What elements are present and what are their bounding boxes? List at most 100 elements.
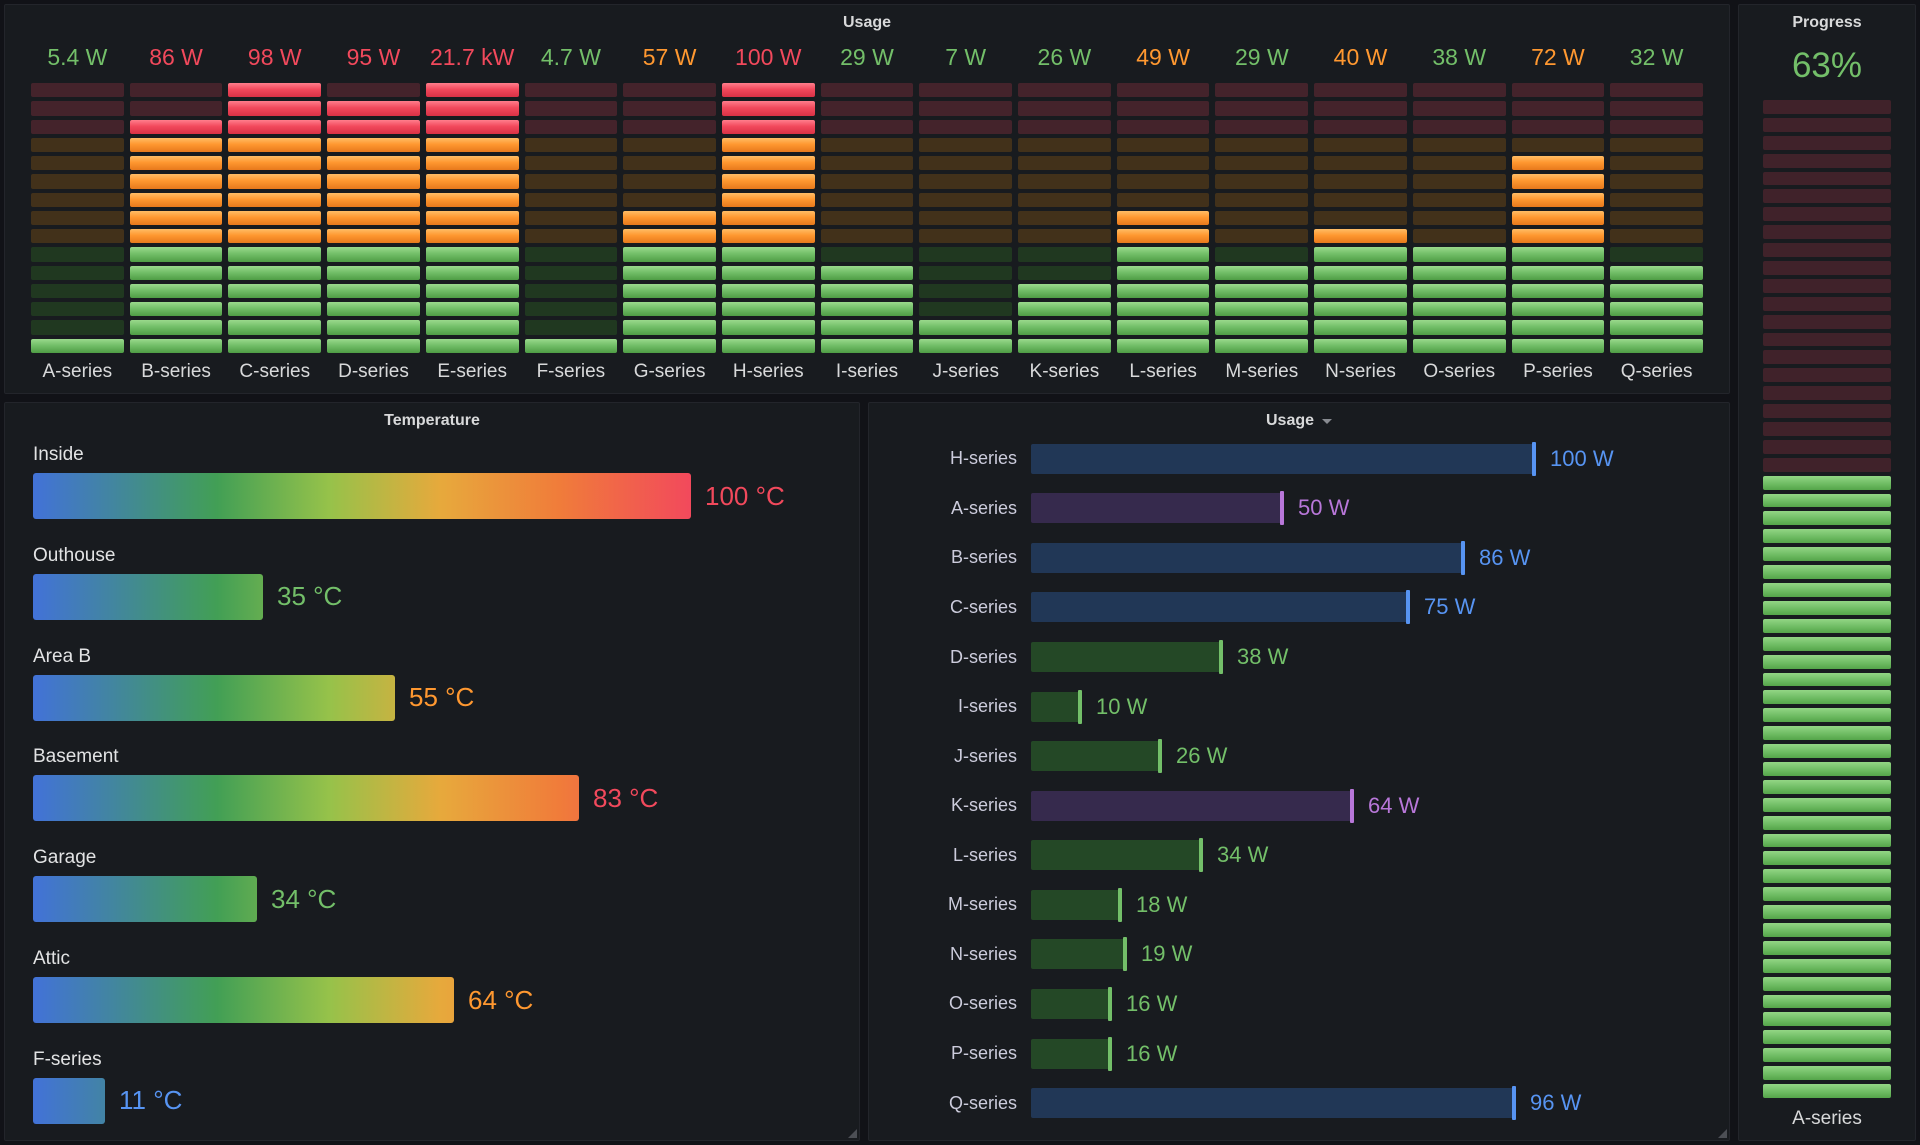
led-segment bbox=[1018, 137, 1111, 153]
gauge-label-C-series: C-series bbox=[239, 361, 311, 382]
top-usage-stacks bbox=[5, 83, 1729, 353]
led-gauge-E-series bbox=[425, 83, 519, 353]
panel-title-usage-led[interactable]: Usage bbox=[5, 5, 1729, 32]
led-segment bbox=[919, 265, 1013, 280]
usage-bar bbox=[1031, 788, 1354, 823]
led-segment bbox=[1763, 350, 1891, 365]
temperature-bar bbox=[33, 573, 263, 620]
panel-title-usage-horizontal[interactable]: Usage bbox=[869, 403, 1729, 430]
usage-row: I-series 10 W bbox=[869, 689, 1709, 724]
led-segment bbox=[425, 210, 519, 226]
led-segment bbox=[129, 156, 223, 171]
led-segment bbox=[1763, 922, 1891, 937]
temperature-row: Basement 83 °C bbox=[33, 746, 831, 822]
led-segment bbox=[919, 320, 1013, 335]
led-segment bbox=[623, 302, 716, 317]
usage-rows: H-series 100 W A-series 50 W B-series 86 W C-s… bbox=[869, 430, 1729, 1140]
led-segment bbox=[721, 137, 815, 153]
usage-row: D-series 38 W bbox=[869, 640, 1709, 675]
led-segment bbox=[1763, 225, 1891, 240]
gauge-label-O-series: O-series bbox=[1423, 361, 1496, 382]
panel-progress: Progress 63% A-series bbox=[1738, 4, 1916, 1141]
gauge-value-A-series: 5.4 W bbox=[47, 44, 108, 70]
led-segment bbox=[524, 210, 618, 226]
panel-resize-handle[interactable] bbox=[848, 1129, 857, 1138]
led-segment bbox=[1763, 565, 1891, 580]
led-segment bbox=[1511, 283, 1605, 299]
usage-row-label: N-series bbox=[949, 943, 1017, 964]
panel-usage-led: Usage 5.4 W 86 W 98 W 95 W 21.7 kW 4.7 W 57 W 1… bbox=[4, 4, 1730, 394]
panel-temperature: Temperature Inside 100 °C Outhouse 35 °C Are… bbox=[4, 402, 860, 1141]
led-segment bbox=[129, 247, 223, 262]
led-segment bbox=[820, 101, 914, 116]
gauge-value-J-series: 7 W bbox=[945, 44, 987, 70]
temperature-bar bbox=[33, 775, 579, 822]
led-segment bbox=[1116, 101, 1210, 116]
led-segment bbox=[1763, 386, 1891, 401]
led-segment bbox=[1412, 156, 1506, 171]
temperature-barwrap: 11 °C bbox=[33, 1077, 831, 1124]
led-segment bbox=[820, 229, 914, 244]
led-segment bbox=[721, 229, 815, 244]
temperature-row: Outhouse 35 °C bbox=[33, 545, 831, 620]
led-segment bbox=[721, 156, 815, 171]
led-segment bbox=[1763, 100, 1891, 114]
usage-bar-cap bbox=[1108, 986, 1112, 1021]
temperature-barwrap: 55 °C bbox=[33, 674, 831, 721]
usage-row: J-series 26 W bbox=[869, 739, 1709, 774]
led-segment bbox=[721, 119, 815, 134]
led-segment bbox=[228, 320, 322, 335]
led-segment bbox=[721, 265, 815, 280]
led-segment bbox=[1511, 192, 1605, 207]
led-segment bbox=[1314, 174, 1407, 189]
led-segment bbox=[919, 192, 1013, 207]
gauge-value-F-series: 4.7 W bbox=[540, 44, 601, 70]
led-segment bbox=[425, 119, 519, 134]
temperature-row-value: 64 °C bbox=[468, 984, 534, 1015]
led-segment bbox=[1610, 320, 1703, 335]
led-segment bbox=[1763, 207, 1891, 222]
led-segment bbox=[820, 283, 914, 299]
panel-resize-handle[interactable] bbox=[1718, 1129, 1727, 1138]
led-segment bbox=[1215, 156, 1309, 171]
led-segment bbox=[1018, 338, 1111, 353]
led-segment bbox=[721, 192, 815, 207]
panel-title-temperature[interactable]: Temperature bbox=[5, 403, 859, 430]
led-segment bbox=[1412, 247, 1506, 262]
led-segment bbox=[1763, 905, 1891, 919]
led-segment bbox=[919, 137, 1013, 153]
usage-bar-cap bbox=[1078, 689, 1082, 724]
led-segment bbox=[1412, 320, 1506, 335]
led-segment bbox=[1763, 1066, 1891, 1080]
temperature-row-label: F-series bbox=[33, 1048, 102, 1070]
led-segment bbox=[327, 83, 420, 98]
led-segment bbox=[1610, 265, 1703, 280]
led-segment bbox=[1763, 851, 1891, 866]
usage-row-label: M-series bbox=[947, 894, 1017, 915]
led-segment bbox=[1763, 511, 1891, 526]
led-segment bbox=[1215, 302, 1309, 317]
led-segment bbox=[1763, 690, 1891, 705]
usage-row: C-series 75 W bbox=[869, 590, 1709, 625]
led-segment bbox=[1763, 332, 1891, 347]
usage-row: K-series 64 W bbox=[869, 788, 1709, 823]
led-segment bbox=[1610, 229, 1703, 244]
temperature-row: Garage 34 °C bbox=[33, 847, 831, 923]
led-segment bbox=[623, 192, 716, 207]
led-segment bbox=[1018, 302, 1111, 317]
panel-title-text: Usage bbox=[842, 14, 892, 31]
led-segment bbox=[919, 156, 1013, 171]
panel-menu-caret-icon[interactable] bbox=[1322, 418, 1333, 424]
usage-row-value: 16 W bbox=[1126, 990, 1178, 1016]
led-segment bbox=[327, 283, 420, 299]
led-segment bbox=[919, 229, 1013, 244]
led-segment bbox=[1018, 247, 1111, 262]
temperature-bar bbox=[33, 473, 691, 519]
usage-row-label: K-series bbox=[950, 795, 1017, 816]
gauge-label-G-series: G-series bbox=[633, 361, 706, 382]
led-segment bbox=[1763, 243, 1891, 258]
led-segment bbox=[1763, 439, 1891, 454]
led-segment bbox=[1018, 119, 1111, 134]
led-segment bbox=[129, 210, 223, 226]
panel-title-progress[interactable]: Progress bbox=[1739, 5, 1915, 32]
